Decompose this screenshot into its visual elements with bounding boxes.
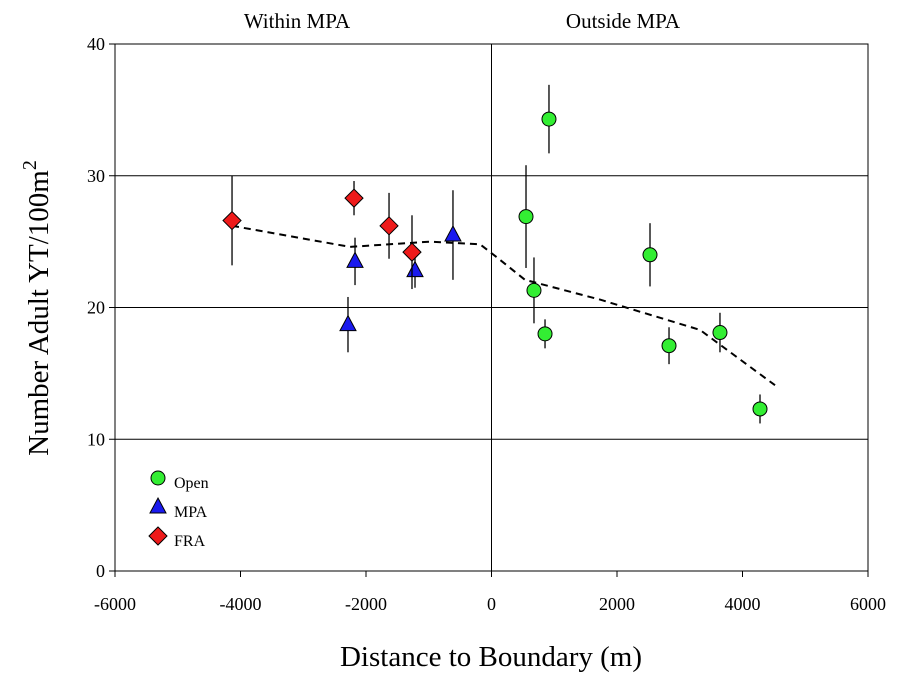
data-point xyxy=(537,326,553,342)
legend-label: Open xyxy=(174,475,209,492)
legend-label: MPA xyxy=(174,504,208,521)
data-point xyxy=(379,216,399,236)
data-point xyxy=(661,338,677,354)
data-point xyxy=(402,242,422,262)
data-point xyxy=(752,401,768,417)
legend-marker xyxy=(148,526,168,546)
y-axis-label-superscript: 2 xyxy=(19,160,41,170)
data-point xyxy=(346,251,364,268)
data-point xyxy=(712,325,728,341)
legend-marker xyxy=(150,470,166,486)
y-axis-label: Number Adult YT/100m2 xyxy=(19,160,55,456)
data-point xyxy=(222,210,242,231)
x-axis-label: Distance to Boundary (m) xyxy=(340,641,642,673)
data-point xyxy=(344,188,364,208)
data-point xyxy=(339,314,357,332)
y-tick-label: 10 xyxy=(87,429,105,449)
x-tick-label: -2000 xyxy=(345,594,387,614)
annotation: Outside MPA xyxy=(566,9,681,33)
legend-label: FRA xyxy=(174,533,206,550)
x-tick-label: 0 xyxy=(487,594,496,614)
trend-line xyxy=(231,224,776,387)
annotation: Within MPA xyxy=(244,9,351,33)
data-point xyxy=(518,209,534,225)
x-tick-label: 4000 xyxy=(725,594,761,614)
y-axis-label-text: Number Adult YT/100m xyxy=(23,170,55,456)
y-tick-label: 30 xyxy=(87,166,105,186)
y-tick-label: 40 xyxy=(87,34,105,54)
data-point xyxy=(541,111,557,127)
x-tick-label: 2000 xyxy=(599,594,635,614)
x-tick-label: -4000 xyxy=(220,594,262,614)
legend-marker xyxy=(149,496,167,514)
data-point xyxy=(406,260,424,278)
x-tick-label: -6000 xyxy=(94,594,136,614)
x-tick-label: 6000 xyxy=(850,594,886,614)
y-tick-label: 20 xyxy=(87,298,105,318)
data-point xyxy=(526,282,542,298)
data-point xyxy=(444,224,462,242)
y-tick-label: 0 xyxy=(96,561,105,581)
data-point xyxy=(642,247,658,263)
